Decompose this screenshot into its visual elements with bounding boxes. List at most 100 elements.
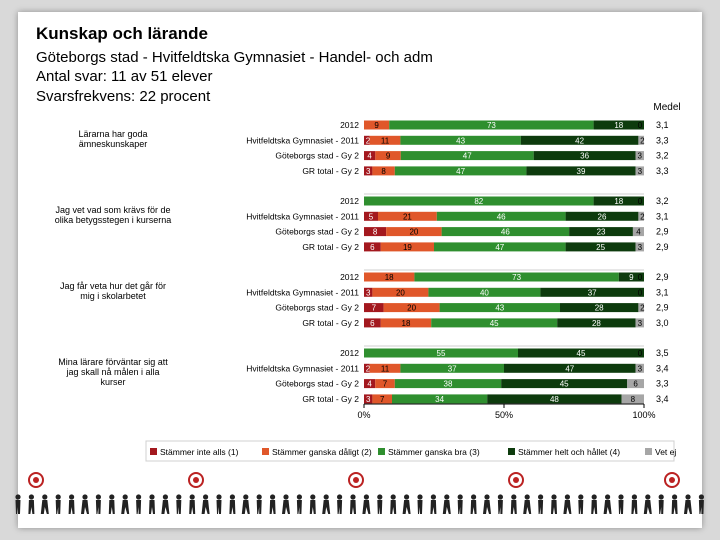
person-silhouette-icon xyxy=(523,494,532,514)
data-label: 9 xyxy=(629,273,634,282)
data-label: 23 xyxy=(597,228,606,237)
person-silhouette-icon xyxy=(121,494,130,514)
bar-segment xyxy=(378,211,437,221)
bar-segment xyxy=(565,211,639,221)
bar-segment xyxy=(593,196,644,206)
data-label: 2 xyxy=(366,364,371,373)
row-label: GR total - Gy 2 xyxy=(302,242,359,252)
x-tick-label: 100% xyxy=(632,410,655,420)
person-silhouette-icon xyxy=(591,494,598,514)
target-icon xyxy=(28,472,44,488)
person-silhouette-icon xyxy=(108,494,115,514)
bar-segment xyxy=(428,287,541,297)
data-label: 73 xyxy=(487,121,496,130)
person-silhouette-icon xyxy=(28,494,35,514)
bar-segment xyxy=(565,242,636,252)
data-label: 0 xyxy=(638,273,643,282)
bar-segment xyxy=(372,287,429,297)
data-label: 18 xyxy=(614,197,623,206)
data-label: 4 xyxy=(367,380,372,389)
person-silhouette-icon xyxy=(362,494,371,514)
data-label: 9 xyxy=(374,121,379,130)
row-label: Göteborgs stad - Gy 2 xyxy=(275,151,359,161)
mean-value: 3,3 xyxy=(656,379,669,389)
data-label: 3 xyxy=(638,243,643,252)
bar-segment xyxy=(501,379,628,389)
bar-segment xyxy=(364,394,373,404)
data-label: 6 xyxy=(370,243,375,252)
person-silhouette-icon xyxy=(442,494,451,514)
bar-segment xyxy=(618,272,644,282)
bar-segment xyxy=(638,303,644,313)
person-silhouette-icon xyxy=(95,494,101,514)
data-label: 25 xyxy=(596,243,605,252)
row-label: GR total - Gy 2 xyxy=(302,394,359,404)
bar-segment xyxy=(533,151,636,161)
bar-segment xyxy=(569,227,633,237)
data-label: 45 xyxy=(560,380,569,389)
mean-value: 3,1 xyxy=(656,287,669,297)
footer-decoration xyxy=(15,472,704,514)
row-label: GR total - Gy 2 xyxy=(302,166,359,176)
mean-value: 2,9 xyxy=(656,227,669,237)
person-silhouette-icon xyxy=(470,494,477,514)
data-label: 11 xyxy=(381,364,390,373)
person-silhouette-icon xyxy=(483,494,491,514)
person-silhouette-icon xyxy=(68,494,75,514)
bar-segment xyxy=(383,303,440,313)
bar-segment xyxy=(635,363,644,373)
data-label: 21 xyxy=(403,212,412,221)
mean-value: 3,3 xyxy=(656,135,669,145)
person-silhouette-icon xyxy=(390,494,397,514)
person-silhouette-icon xyxy=(457,494,463,514)
person-silhouette-icon xyxy=(603,494,612,514)
data-label: 3 xyxy=(366,167,371,176)
person-silhouette-icon xyxy=(136,494,142,514)
person-silhouette-icon xyxy=(216,494,222,514)
person-silhouette-icon xyxy=(40,494,49,514)
bar-segment xyxy=(434,242,566,252)
bar-segment xyxy=(369,363,401,373)
person-silhouette-icon xyxy=(658,494,664,514)
bar-segment xyxy=(364,318,381,328)
bar-segment xyxy=(364,303,384,313)
person-silhouette-icon xyxy=(563,494,572,514)
data-label: 73 xyxy=(512,273,521,282)
data-label: 3 xyxy=(638,319,643,328)
x-tick-label: 0% xyxy=(357,410,370,420)
person-silhouette-icon xyxy=(269,494,276,514)
bar-segment xyxy=(372,394,392,404)
question-label: Jag vet vad som krävs för de olika betygs… xyxy=(55,205,172,225)
legend-entry: Vet ej xyxy=(655,447,676,457)
data-label: 0 xyxy=(638,121,643,130)
data-label: 0 xyxy=(638,288,643,297)
mean-header: Medel xyxy=(653,102,680,113)
data-label: 3 xyxy=(638,364,643,373)
footer-people-silhouettes xyxy=(15,494,704,514)
person-silhouette-icon xyxy=(430,494,437,514)
data-label: 40 xyxy=(480,288,489,297)
person-silhouette-icon xyxy=(497,494,503,514)
bar-segment xyxy=(364,166,373,176)
data-label: 48 xyxy=(550,395,559,404)
person-silhouette-icon xyxy=(643,494,652,514)
person-silhouette-icon xyxy=(350,494,356,514)
subtitle-school: Göteborgs stad - Hvitfeldtska Gymnasiet … xyxy=(36,49,433,66)
subtitle-responses: Antal svar: 11 av 51 elever xyxy=(36,68,213,85)
data-label: 45 xyxy=(577,349,586,358)
data-label: 2 xyxy=(640,212,645,221)
target-icon xyxy=(664,472,680,488)
data-label: 46 xyxy=(497,212,506,221)
data-label: 3 xyxy=(638,152,643,161)
bar-segment xyxy=(593,120,644,130)
data-label: 39 xyxy=(577,167,586,176)
person-silhouette-icon xyxy=(551,494,557,514)
data-label: 26 xyxy=(598,212,607,221)
bar-segment xyxy=(621,394,644,404)
person-silhouette-icon xyxy=(256,494,262,514)
mean-value: 3,2 xyxy=(656,196,669,206)
data-label: 8 xyxy=(381,167,386,176)
row-label: 2012 xyxy=(340,120,359,130)
data-label: 43 xyxy=(456,136,465,145)
data-label: 18 xyxy=(385,273,394,282)
